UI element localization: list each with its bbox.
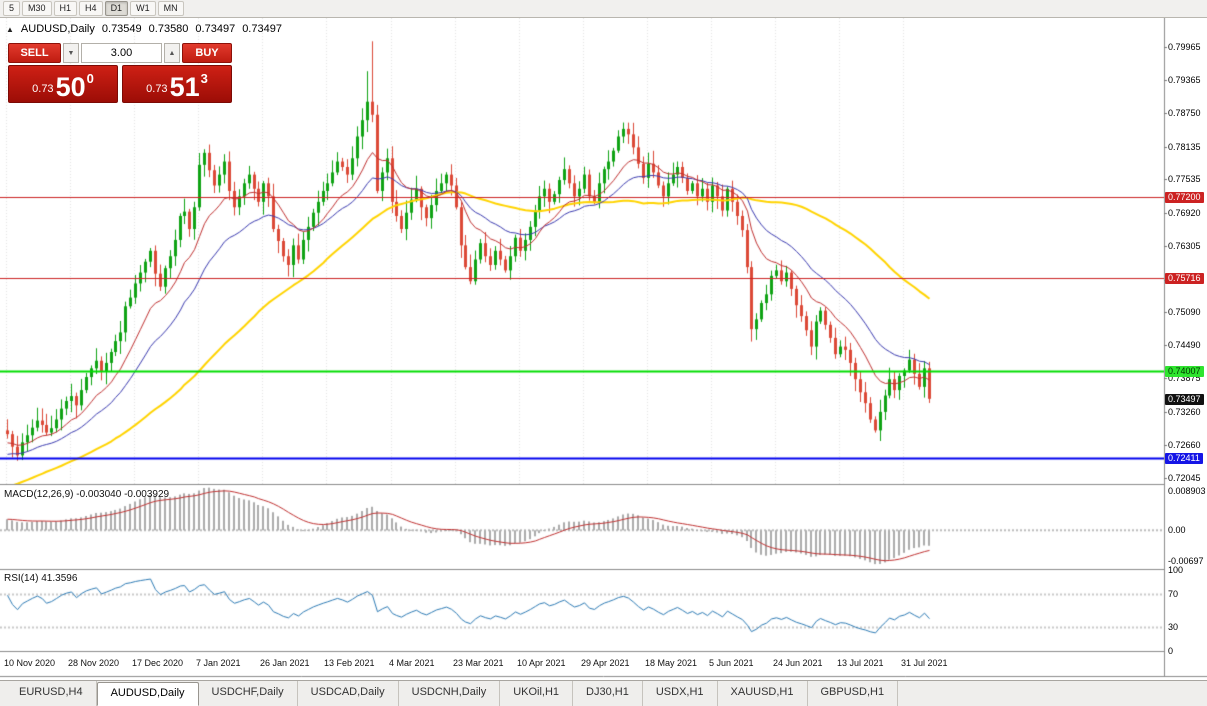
price-line-label[interactable]: 0.75716 [1165, 273, 1204, 284]
timeframe-toolbar: 5 M30 H1 H4 D1 W1 MN [0, 0, 1207, 18]
price-line-label[interactable]: 0.74007 [1165, 366, 1204, 377]
macd-values: -0.003040 -0.003929 [76, 489, 170, 500]
macd-axis-tick: 0.008903 [1168, 486, 1206, 496]
date-axis-label: 26 Jan 2021 [260, 658, 310, 668]
price-axis-tick: 0.76305 [1168, 241, 1201, 251]
bar-high-value: 0.73580 [148, 23, 189, 35]
bar-open-value: 0.73549 [101, 23, 142, 35]
bar-close-value: 0.73497 [242, 23, 282, 35]
price-axis-tick: 0.74490 [1168, 340, 1201, 350]
timeframe-button-mn[interactable]: MN [157, 1, 184, 16]
chart-tab-eurusd-h4[interactable]: EURUSD,H4 [6, 681, 97, 706]
date-axis-label: 7 Jan 2021 [196, 658, 241, 668]
timeframe-button-h4[interactable]: H4 [79, 1, 103, 16]
rsi-indicator-label: RSI(14) 41.3596 [4, 573, 77, 584]
date-axis-label: 17 Dec 2020 [132, 658, 184, 668]
rsi-axis-tick: 0 [1168, 646, 1174, 656]
volume-decrease-button[interactable]: ▼ [63, 43, 79, 63]
price-chart-canvas[interactable] [0, 18, 1207, 680]
trade-prices-row: 0.73 50 0 0.73 51 3 [8, 65, 232, 103]
chart-tab-usdcad-daily[interactable]: USDCAD,Daily [298, 681, 399, 706]
price-axis-tick: 0.79365 [1168, 75, 1201, 85]
chart-tab-audusd-daily[interactable]: AUDUSD,Daily [96, 682, 199, 706]
chart-tab-bar: EURUSD,H4 AUDUSD,Daily USDCHF,Daily USDCAD,… [0, 680, 1207, 706]
chart-tab-usdcnh-daily[interactable]: USDCNH,Daily [399, 681, 501, 706]
date-axis-label: 29 Apr 2021 [581, 658, 630, 668]
price-axis-tick: 0.76920 [1168, 208, 1201, 218]
chart-window: ▲ AUDUSD,Daily 0.73549 0.73580 0.73497 0… [0, 18, 1207, 680]
date-axis-label: 5 Jun 2021 [709, 658, 754, 668]
date-axis-label: 4 Mar 2021 [389, 658, 435, 668]
date-axis-label: 23 Mar 2021 [453, 658, 504, 668]
one-click-trading-panel: SELL ▼ ▲ BUY 0.73 50 0 0.73 51 3 [8, 43, 232, 103]
sell-price-prefix: 0.73 [32, 83, 54, 95]
price-axis-tick: 0.78750 [1168, 108, 1201, 118]
trade-controls-row: SELL ▼ ▲ BUY [8, 43, 232, 63]
date-axis-label: 28 Nov 2020 [68, 658, 120, 668]
date-axis-label: 10 Apr 2021 [517, 658, 566, 668]
current-price-label: 0.73497 [1165, 394, 1204, 405]
timeframe-button-m30[interactable]: M30 [22, 1, 52, 16]
buy-price-pip-digit: 3 [200, 71, 208, 86]
rsi-axis-tick: 30 [1168, 622, 1179, 632]
macd-name: MACD(12,26,9) [4, 489, 74, 500]
chart-ohlc-header: ▲ AUDUSD,Daily 0.73549 0.73580 0.73497 0… [6, 23, 282, 35]
buy-price-display[interactable]: 0.73 51 3 [122, 65, 232, 103]
price-axis-tick: 0.73260 [1168, 407, 1201, 417]
timeframe-button-5[interactable]: 5 [3, 1, 21, 16]
buy-price-prefix: 0.73 [146, 83, 168, 95]
chart-tab-dj30-h1[interactable]: DJ30,H1 [573, 681, 643, 706]
rsi-name: RSI(14) [4, 573, 39, 584]
date-axis-label: 31 Jul 2021 [901, 658, 948, 668]
price-axis-tick: 0.78135 [1168, 142, 1201, 152]
date-axis-label: 13 Jul 2021 [837, 658, 884, 668]
chart-tab-ukoil-h1[interactable]: UKOil,H1 [500, 681, 574, 706]
price-axis-tick: 0.72660 [1168, 440, 1201, 450]
sell-price-big-digits: 50 [55, 72, 86, 102]
chart-tab-xauusd-h1[interactable]: XAUUSD,H1 [718, 681, 808, 706]
timeframe-button-h1[interactable]: H1 [53, 1, 78, 16]
chart-tab-usdx-h1[interactable]: USDX,H1 [643, 681, 718, 706]
chart-symbol-label: AUDUSD,Daily [20, 23, 95, 35]
date-axis-label: 10 Nov 2020 [4, 658, 56, 668]
macd-axis-tick: -0.00697 [1168, 556, 1204, 566]
rsi-value: 41.3596 [41, 573, 78, 584]
chart-overlay: ▲ AUDUSD,Daily 0.73549 0.73580 0.73497 0… [0, 18, 1207, 680]
date-axis-label: 24 Jun 2021 [773, 658, 823, 668]
macd-axis-tick: 0.00 [1168, 525, 1186, 535]
date-axis-label: 18 May 2021 [645, 658, 698, 668]
buy-price-big-digits: 51 [169, 72, 200, 102]
macd-indicator-label: MACD(12,26,9) -0.003040 -0.003929 [4, 489, 169, 500]
rsi-axis-tick: 70 [1168, 589, 1179, 599]
volume-increase-button[interactable]: ▲ [164, 43, 180, 63]
price-line-label[interactable]: 0.72411 [1165, 453, 1203, 464]
sell-price-display[interactable]: 0.73 50 0 [8, 65, 118, 103]
price-axis-tick: 0.79965 [1168, 42, 1201, 52]
bar-low-value: 0.73497 [195, 23, 236, 35]
price-axis-tick: 0.72045 [1168, 473, 1201, 483]
buy-button[interactable]: BUY [182, 43, 232, 63]
price-axis-tick: 0.77535 [1168, 174, 1201, 184]
rsi-axis-tick: 100 [1168, 565, 1184, 575]
sell-button[interactable]: SELL [8, 43, 61, 63]
sell-price-pip-digit: 0 [86, 71, 94, 86]
price-line-label[interactable]: 0.77200 [1165, 192, 1204, 203]
timeframe-button-d1[interactable]: D1 [104, 1, 129, 16]
volume-input[interactable] [81, 43, 162, 63]
chart-tab-gbpusd-h1[interactable]: GBPUSD,H1 [808, 681, 899, 706]
date-axis-label: 13 Feb 2021 [324, 658, 375, 668]
one-click-panel-toggle-icon[interactable]: ▲ [6, 24, 14, 34]
price-axis-tick: 0.73875 [1168, 373, 1201, 383]
price-axis-tick: 0.75090 [1168, 307, 1201, 317]
timeframe-button-w1[interactable]: W1 [130, 1, 156, 16]
chart-tab-usdchf-daily[interactable]: USDCHF,Daily [199, 681, 298, 706]
